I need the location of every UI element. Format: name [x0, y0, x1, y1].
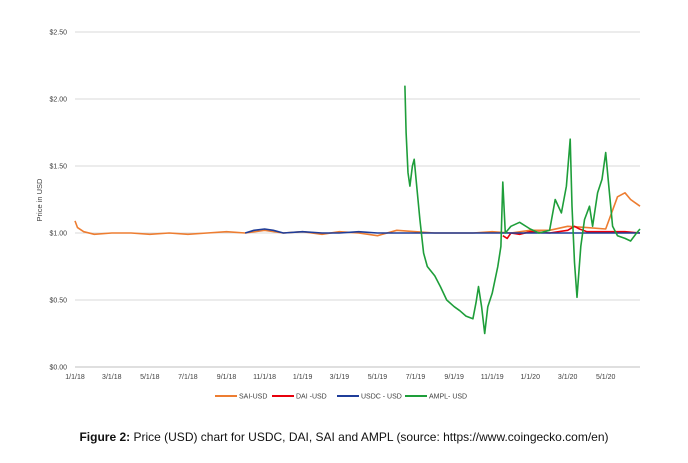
x-tick-label: 3/1/18 — [102, 374, 122, 381]
y-tick-label: $2.50 — [49, 30, 67, 37]
y-tick-label: $0.50 — [49, 298, 67, 305]
x-tick-label: 7/1/18 — [178, 374, 198, 381]
y-axis-tick-labels: $0.00 $0.50 $1.00 $1.50 $2.00 $2.50 — [49, 30, 67, 372]
caption-label: Figure 2: — [79, 430, 131, 444]
y-tick-label: $1.50 — [49, 164, 67, 171]
legend-label: USDC - USD — [361, 394, 402, 401]
y-tick-label: $0.00 — [49, 365, 67, 372]
x-tick-label: 9/1/18 — [217, 374, 237, 381]
x-tick-label: 5/1/19 — [368, 374, 388, 381]
x-tick-label: 5/1/18 — [140, 374, 160, 381]
x-tick-label: 3/1/20 — [558, 374, 578, 381]
series-line-ampl-usd — [404, 85, 641, 335]
x-tick-label: 9/1/19 — [444, 374, 464, 381]
legend-label: AMPL- USD — [429, 394, 467, 401]
x-tick-label: 11/1/19 — [481, 374, 504, 381]
legend-label: SAI-USD — [239, 394, 267, 401]
figure-caption: Figure 2: Price (USD) chart for USDC, DA… — [0, 430, 688, 444]
x-tick-label: 3/1/19 — [330, 374, 350, 381]
x-tick-label: 1/1/19 — [293, 374, 313, 381]
x-tick-label: 5/1/20 — [596, 374, 616, 381]
y-tick-label: $2.00 — [49, 97, 67, 104]
x-tick-label: 11/1/18 — [253, 374, 276, 381]
legend-label: DAI -USD — [296, 394, 327, 401]
y-axis-title: Price in USD — [35, 178, 44, 222]
x-tick-label: 7/1/19 — [406, 374, 426, 381]
caption-text: Price (USD) chart for USDC, DAI, SAI and… — [130, 430, 609, 444]
y-tick-label: $1.00 — [49, 231, 67, 238]
series-lines — [74, 85, 641, 335]
series-line-usdc-usd — [244, 228, 640, 234]
x-tick-label: 1/1/18 — [65, 374, 85, 381]
x-axis-tick-labels: 1/1/18 3/1/18 5/1/18 7/1/18 9/1/18 11/1/18 1/1… — [65, 374, 615, 381]
x-tick-label: 1/1/20 — [521, 374, 541, 381]
price-line-chart: $0.00 $0.50 $1.00 $1.50 $2.00 $2.50 1/1/18 3/1… — [35, 30, 641, 401]
legend: SAI-USD DAI -USD USDC - USD AMPL- USD — [215, 394, 467, 401]
